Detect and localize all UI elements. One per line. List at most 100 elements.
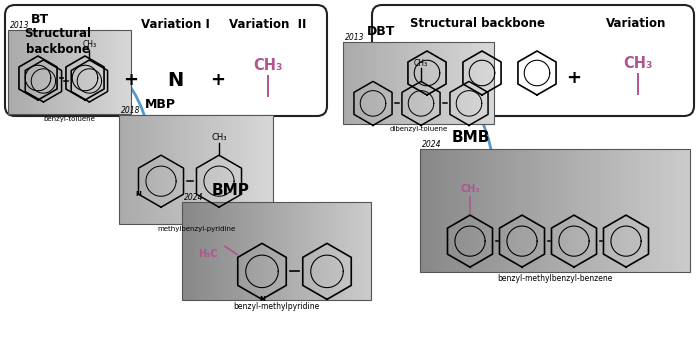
Bar — [265, 115, 268, 224]
Bar — [94, 30, 97, 114]
Bar — [232, 115, 235, 224]
Bar — [232, 202, 236, 300]
Bar — [227, 115, 230, 224]
Text: CH₃: CH₃ — [211, 133, 227, 142]
Bar — [376, 42, 379, 124]
Bar — [19, 30, 21, 114]
Bar — [147, 115, 150, 224]
Bar — [293, 202, 296, 300]
Bar — [90, 30, 92, 114]
Bar — [356, 42, 358, 124]
Bar — [388, 42, 391, 124]
Bar — [473, 42, 477, 124]
Bar — [492, 149, 497, 272]
Text: CH₃: CH₃ — [623, 56, 652, 71]
Bar — [235, 202, 239, 300]
Bar — [365, 42, 369, 124]
Bar — [173, 115, 176, 224]
Bar — [96, 30, 99, 114]
Bar — [29, 30, 32, 114]
Bar — [62, 30, 64, 114]
Bar — [421, 42, 424, 124]
Bar — [204, 202, 208, 300]
Bar — [662, 149, 668, 272]
Bar — [242, 202, 246, 300]
Bar — [120, 30, 123, 114]
Bar — [676, 149, 681, 272]
Bar — [21, 30, 23, 114]
Bar — [113, 30, 115, 114]
Bar — [654, 149, 659, 272]
Bar — [216, 115, 220, 224]
Bar — [55, 30, 58, 114]
Bar — [206, 115, 209, 224]
Bar — [411, 42, 414, 124]
Bar — [481, 42, 484, 124]
Bar — [242, 115, 245, 224]
Bar — [346, 202, 349, 300]
Bar — [541, 149, 546, 272]
Bar — [220, 202, 223, 300]
Bar — [181, 115, 183, 224]
Bar — [68, 30, 70, 114]
Bar — [137, 115, 140, 224]
Bar — [92, 30, 95, 114]
Text: +: + — [123, 71, 139, 89]
Bar — [51, 30, 54, 114]
Bar — [125, 30, 127, 114]
Bar — [237, 115, 240, 224]
Bar — [433, 42, 436, 124]
Bar — [470, 149, 475, 272]
Bar — [197, 202, 202, 300]
Bar — [631, 149, 636, 272]
Bar — [600, 149, 605, 272]
Bar — [352, 202, 356, 300]
Text: CH₃: CH₃ — [414, 59, 428, 68]
Bar — [255, 202, 258, 300]
Bar — [463, 42, 466, 124]
Bar — [182, 202, 371, 300]
Bar — [505, 149, 510, 272]
Bar — [69, 30, 72, 114]
Bar — [438, 42, 441, 124]
Bar — [483, 149, 488, 272]
Text: CH₃: CH₃ — [460, 184, 480, 194]
Bar — [165, 115, 168, 224]
Bar — [35, 30, 38, 114]
Bar — [86, 30, 88, 114]
Bar — [564, 149, 568, 272]
Bar — [195, 202, 198, 300]
Bar — [8, 30, 11, 114]
Bar — [279, 202, 284, 300]
Bar — [117, 30, 119, 114]
Bar — [447, 149, 452, 272]
Text: CH₃: CH₃ — [83, 40, 97, 49]
Text: N: N — [259, 296, 265, 302]
Bar — [491, 42, 494, 124]
Bar — [496, 149, 501, 272]
Bar — [323, 202, 328, 300]
Bar — [381, 42, 384, 124]
Text: benzyl-toluene: benzyl-toluene — [43, 116, 96, 122]
Bar — [308, 202, 312, 300]
Bar — [424, 42, 426, 124]
Bar — [158, 115, 160, 224]
Bar — [554, 149, 560, 272]
Bar — [49, 30, 52, 114]
Bar — [514, 149, 519, 272]
Bar — [283, 202, 286, 300]
Bar — [270, 202, 274, 300]
Bar — [456, 149, 461, 272]
Bar — [127, 115, 130, 224]
Bar — [395, 42, 399, 124]
Bar — [465, 149, 470, 272]
Bar — [214, 115, 217, 224]
Bar — [219, 115, 222, 224]
Bar — [452, 149, 456, 272]
Bar — [550, 149, 555, 272]
Bar — [355, 202, 359, 300]
Bar — [258, 115, 260, 224]
Bar — [489, 42, 491, 124]
Bar — [115, 30, 117, 114]
Bar — [183, 115, 186, 224]
